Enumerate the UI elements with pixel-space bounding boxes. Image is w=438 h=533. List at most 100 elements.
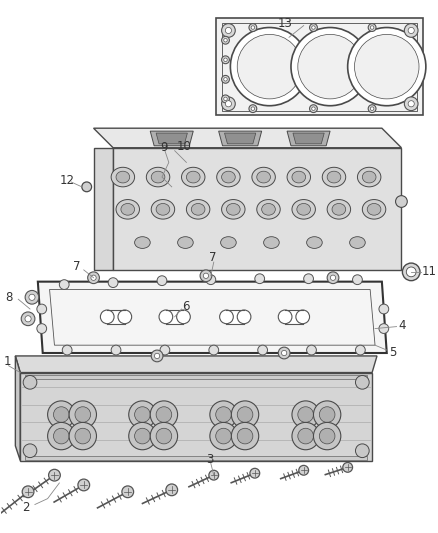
Circle shape xyxy=(371,107,374,110)
Circle shape xyxy=(296,310,310,324)
Bar xyxy=(285,310,303,324)
Circle shape xyxy=(206,275,216,285)
Circle shape xyxy=(255,274,265,284)
Circle shape xyxy=(29,294,35,301)
Ellipse shape xyxy=(187,199,210,219)
Circle shape xyxy=(312,107,315,110)
Polygon shape xyxy=(15,356,20,461)
Ellipse shape xyxy=(287,167,311,187)
Circle shape xyxy=(327,272,339,284)
Ellipse shape xyxy=(257,199,280,219)
Circle shape xyxy=(23,375,37,389)
Ellipse shape xyxy=(111,167,134,187)
Circle shape xyxy=(251,26,254,29)
Polygon shape xyxy=(49,289,375,345)
Ellipse shape xyxy=(221,237,236,248)
Text: 2: 2 xyxy=(22,501,30,514)
Ellipse shape xyxy=(327,171,341,183)
Circle shape xyxy=(298,407,314,422)
Polygon shape xyxy=(293,133,324,144)
Circle shape xyxy=(48,401,75,428)
Ellipse shape xyxy=(116,171,130,183)
Circle shape xyxy=(404,23,418,37)
Circle shape xyxy=(222,95,230,103)
Circle shape xyxy=(222,56,230,63)
Circle shape xyxy=(134,428,150,444)
Ellipse shape xyxy=(151,199,175,219)
Circle shape xyxy=(371,26,374,29)
Text: 12: 12 xyxy=(59,174,74,187)
Circle shape xyxy=(298,34,362,99)
Circle shape xyxy=(88,272,99,284)
Circle shape xyxy=(82,182,92,192)
Text: 1: 1 xyxy=(4,356,11,368)
Circle shape xyxy=(368,105,376,112)
Circle shape xyxy=(278,310,292,324)
Circle shape xyxy=(224,97,227,101)
Circle shape xyxy=(203,273,208,278)
Ellipse shape xyxy=(332,204,346,215)
Ellipse shape xyxy=(226,204,240,215)
Circle shape xyxy=(408,101,414,107)
Text: 11: 11 xyxy=(422,265,437,278)
Ellipse shape xyxy=(222,199,245,219)
Circle shape xyxy=(312,26,315,29)
Ellipse shape xyxy=(177,237,193,248)
Ellipse shape xyxy=(116,199,139,219)
Circle shape xyxy=(150,401,177,428)
Ellipse shape xyxy=(222,171,235,183)
Circle shape xyxy=(91,275,96,280)
Circle shape xyxy=(156,407,172,422)
Ellipse shape xyxy=(327,199,350,219)
Polygon shape xyxy=(216,18,423,116)
Ellipse shape xyxy=(357,167,381,187)
Circle shape xyxy=(134,407,150,422)
Text: 7: 7 xyxy=(209,251,216,264)
Circle shape xyxy=(122,486,134,498)
Polygon shape xyxy=(25,456,367,459)
Circle shape xyxy=(222,23,235,37)
Polygon shape xyxy=(150,131,193,146)
Circle shape xyxy=(200,270,212,281)
Circle shape xyxy=(151,350,163,362)
Circle shape xyxy=(37,304,46,314)
Ellipse shape xyxy=(217,167,240,187)
Ellipse shape xyxy=(350,237,365,248)
Circle shape xyxy=(304,274,314,284)
Circle shape xyxy=(353,275,362,285)
Circle shape xyxy=(216,407,231,422)
Circle shape xyxy=(319,407,335,422)
Ellipse shape xyxy=(322,167,346,187)
Circle shape xyxy=(78,479,90,491)
Text: 6: 6 xyxy=(183,300,190,312)
Circle shape xyxy=(75,407,91,422)
Polygon shape xyxy=(94,148,113,270)
Circle shape xyxy=(59,280,69,289)
Circle shape xyxy=(222,36,230,44)
Bar xyxy=(166,310,184,324)
Circle shape xyxy=(160,345,170,355)
Circle shape xyxy=(224,78,227,81)
Text: 7: 7 xyxy=(73,261,81,273)
Circle shape xyxy=(177,310,190,324)
Circle shape xyxy=(310,105,318,112)
Circle shape xyxy=(37,324,46,334)
Ellipse shape xyxy=(134,237,150,248)
Circle shape xyxy=(299,465,309,475)
Ellipse shape xyxy=(156,204,170,215)
Circle shape xyxy=(150,422,177,450)
Circle shape xyxy=(225,101,232,107)
Polygon shape xyxy=(20,373,372,461)
Text: 10: 10 xyxy=(177,140,191,154)
Ellipse shape xyxy=(362,171,376,183)
Text: 9: 9 xyxy=(160,141,167,154)
Circle shape xyxy=(249,105,257,112)
Circle shape xyxy=(251,107,254,110)
Polygon shape xyxy=(287,131,330,146)
Polygon shape xyxy=(25,375,367,379)
Polygon shape xyxy=(15,356,377,373)
Circle shape xyxy=(156,428,172,444)
Circle shape xyxy=(396,196,407,207)
Polygon shape xyxy=(94,128,401,148)
Ellipse shape xyxy=(297,204,311,215)
